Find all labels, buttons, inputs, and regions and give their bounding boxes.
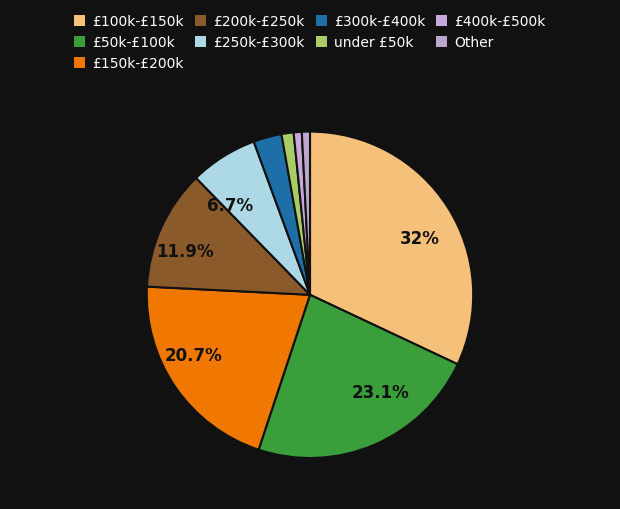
Wedge shape: [302, 132, 310, 295]
Wedge shape: [310, 132, 473, 364]
Text: 32%: 32%: [399, 230, 440, 247]
Wedge shape: [147, 179, 310, 295]
Text: 23.1%: 23.1%: [352, 384, 410, 402]
Wedge shape: [147, 287, 310, 450]
Wedge shape: [294, 132, 310, 295]
Legend: £100k-£150k, £50k-£100k, £150k-£200k, £200k-£250k, £250k-£300k, £300k-£400k, und: £100k-£150k, £50k-£100k, £150k-£200k, £2…: [69, 10, 551, 76]
Text: 11.9%: 11.9%: [156, 243, 213, 261]
Wedge shape: [281, 133, 310, 295]
Text: 20.7%: 20.7%: [165, 346, 223, 364]
Text: 6.7%: 6.7%: [207, 196, 254, 215]
Wedge shape: [254, 135, 310, 295]
Wedge shape: [196, 143, 310, 295]
Wedge shape: [259, 295, 458, 458]
